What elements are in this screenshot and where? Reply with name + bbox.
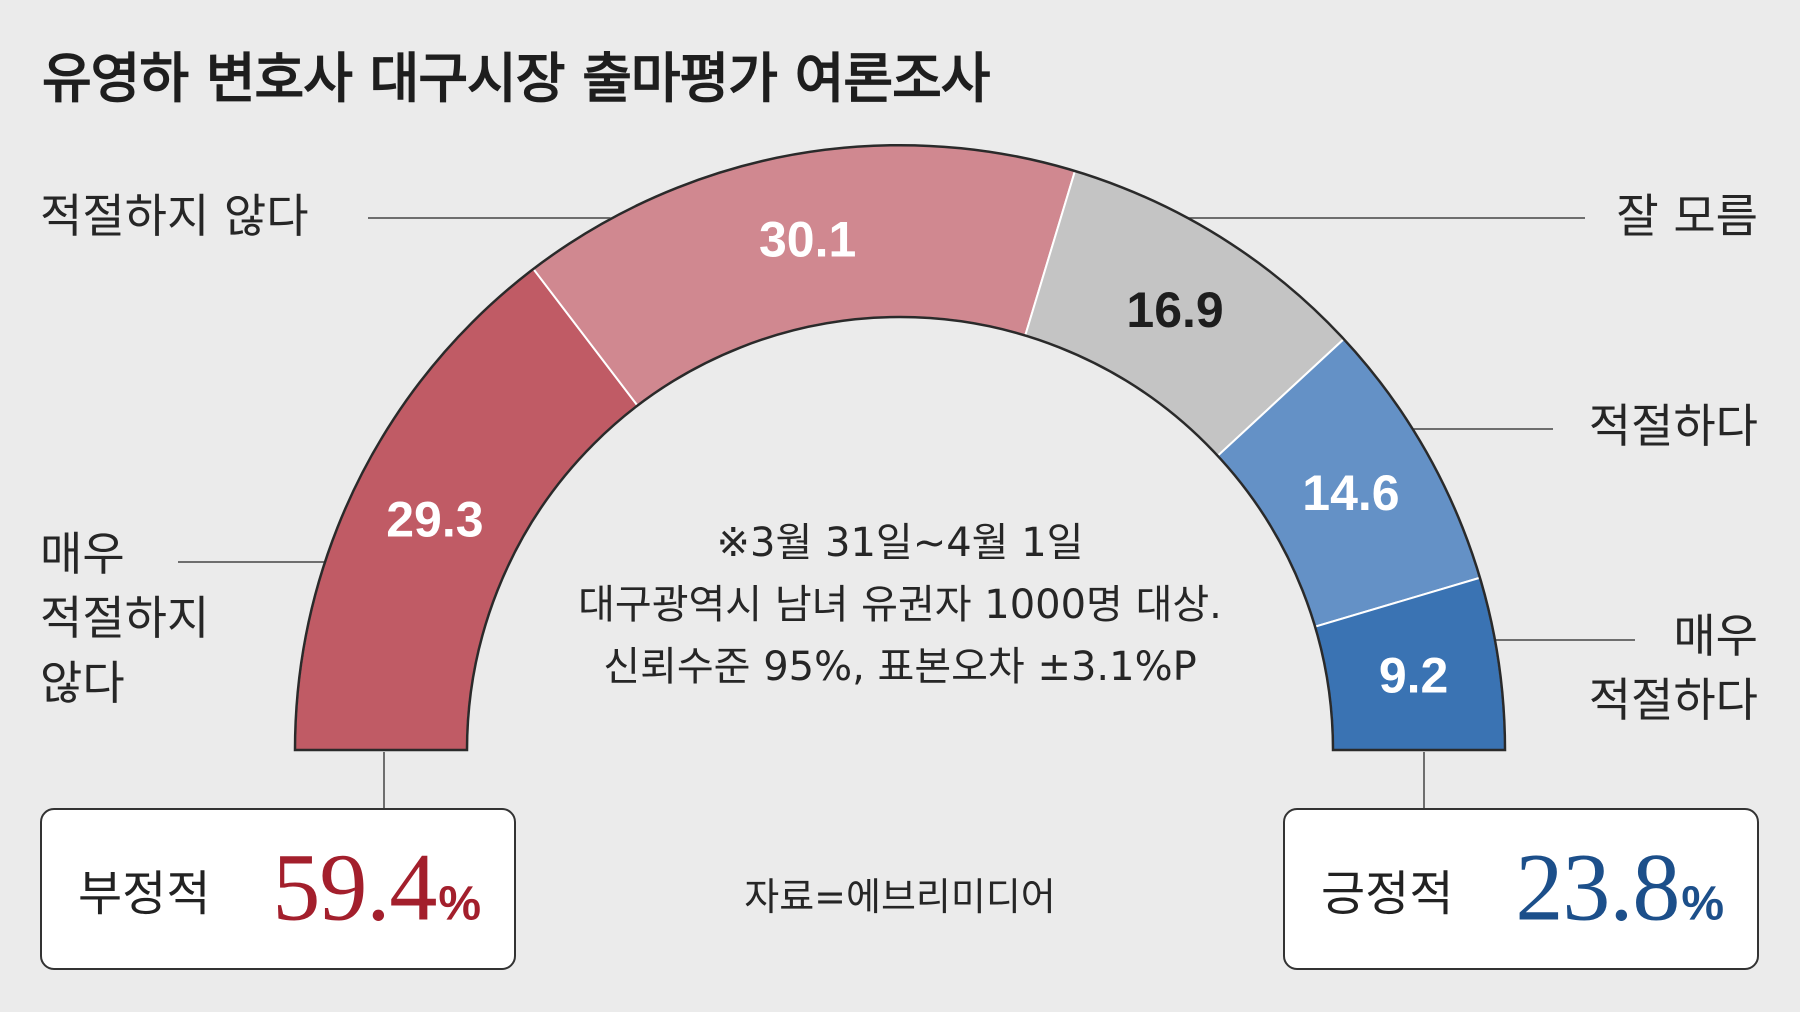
leader-lines [178,217,1635,808]
negative-value: 59.4% [272,833,481,941]
value-label-inappropriate: 30.1 [759,211,856,267]
note-line-3: 신뢰수준 95%, 표본오차 ±3.1%P [603,644,1197,690]
slice-value-labels: 29.3 30.1 16.9 14.6 9.2 [386,211,1448,703]
positive-value: 23.8% [1515,833,1724,941]
label-inappropriate: 적절하지 않다 [40,189,309,243]
negative-summary-box: 부정적 59.4% [40,808,516,970]
survey-note: ※3월 31일~4월 1일 대구광역시 남녀 유권자 1000명 대상. 신뢰수… [578,512,1222,698]
value-label-very-inappropriate: 29.3 [386,492,483,548]
slices [293,143,1507,752]
chart-title: 유영하 변호사 대구시장 출마평가 여론조사 [42,47,990,110]
note-line-2: 대구광역시 남녀 유권자 1000명 대상. [578,582,1222,628]
label-appropriate: 적절하다 [1588,399,1758,453]
gauge-outline [293,143,1507,752]
source-credit: 자료=에브리미디어 [744,875,1056,919]
note-line-1: ※3월 31일~4월 1일 [716,520,1084,566]
positive-label: 긍정적 [1321,866,1454,922]
label-unknown: 잘 모름 [1616,189,1758,243]
negative-label: 부정적 [78,866,211,922]
value-label-appropriate: 14.6 [1302,465,1399,521]
slice-inappropriate [531,144,1077,408]
value-label-very-appropriate: 9.2 [1379,647,1449,703]
value-label-unknown: 16.9 [1126,282,1223,338]
positive-summary-box: 긍정적 23.8% [1283,808,1759,970]
label-very-inappropriate: 매우 적절하지 않다 [40,527,210,710]
label-very-appropriate: 매우 적절하다 [1588,609,1758,728]
